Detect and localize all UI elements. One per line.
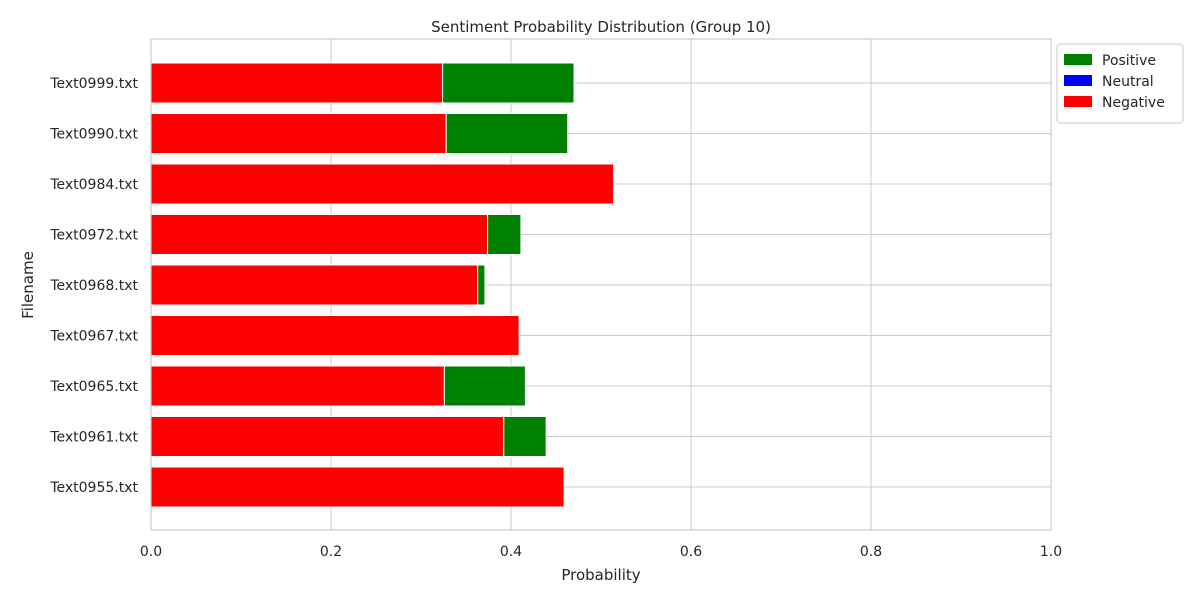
legend-label-neutral: Neutral — [1102, 74, 1154, 90]
bar-negative — [150, 113, 447, 154]
bar-positive — [477, 264, 486, 306]
bar-negative — [150, 62, 444, 104]
bar-negative — [150, 416, 505, 457]
plot-frame — [150, 38, 1052, 531]
y-tick-label: Text0967.txt — [49, 329, 138, 345]
bar-negative — [150, 163, 615, 205]
bar-positive — [487, 214, 522, 255]
bar-negative — [150, 214, 489, 255]
bar-negative — [150, 315, 520, 356]
legend-label-negative: Negative — [1102, 95, 1165, 111]
x-axis-title: Probability — [561, 566, 640, 584]
legend-swatch-neutral — [1064, 75, 1092, 86]
x-tick-label: 1.0 — [1040, 544, 1062, 560]
y-tick-label: Text0984.txt — [49, 177, 138, 193]
bar-positive — [443, 365, 526, 407]
y-tick-label: Text0955.txt — [49, 480, 138, 496]
x-tick-label: 0.2 — [320, 544, 342, 560]
y-tick-label: Text0968.txt — [49, 278, 138, 294]
x-tick-label: 0.8 — [860, 544, 882, 560]
legend-swatch-positive — [1064, 54, 1092, 65]
x-tick-label: 0.0 — [140, 544, 162, 560]
y-tick-label: Text0972.txt — [49, 228, 138, 244]
x-tick-label: 0.4 — [500, 544, 522, 560]
y-axis-title: Filename — [19, 251, 37, 319]
bar-negative — [150, 365, 445, 407]
bar-positive — [442, 62, 575, 104]
bar-negative — [150, 466, 565, 508]
y-tick-label: Text0965.txt — [49, 379, 138, 395]
legend: Positive Neutral Negative — [1056, 43, 1184, 124]
x-tick-label: 0.6 — [680, 544, 702, 560]
bar-positive — [503, 416, 547, 457]
legend-label-positive: Positive — [1102, 53, 1156, 69]
x-tick-labels: 0.0 0.2 0.4 0.6 0.8 1.0 — [140, 544, 1062, 560]
bar-positive — [445, 113, 569, 154]
chart-title: Sentiment Probability Distribution (Grou… — [431, 18, 771, 36]
bars — [150, 62, 615, 508]
bar-negative — [150, 264, 479, 306]
y-tick-label: Text0999.txt — [49, 76, 138, 92]
y-tick-label: Text0961.txt — [49, 430, 138, 446]
y-tick-labels: Text0999.txt Text0990.txt Text0984.txt Text… — [49, 76, 138, 496]
y-tick-label: Text0990.txt — [49, 127, 138, 143]
legend-swatch-negative — [1064, 96, 1092, 107]
